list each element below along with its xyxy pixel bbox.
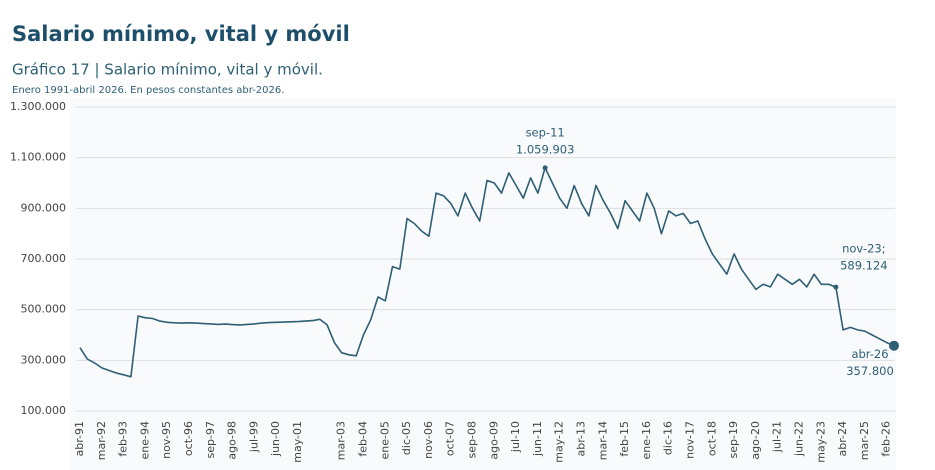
- y-tick-label: 1.300.000: [10, 100, 66, 113]
- y-tick-label: 900.000: [21, 201, 67, 214]
- x-tick-label: mar-03: [335, 421, 348, 460]
- x-tick-label: nov-95: [160, 421, 173, 459]
- x-tick-label: feb-26: [880, 421, 893, 457]
- x-tick-label: mar-92: [95, 421, 108, 460]
- chart-title: Salario mínimo, vital y móvil: [12, 22, 350, 46]
- annotation-date: abr-26: [851, 347, 888, 361]
- x-tick-label: may-01: [291, 421, 304, 463]
- x-tick-label: jul-99: [247, 421, 260, 453]
- annotation-point: [889, 340, 899, 351]
- x-tick-label: jun-00: [269, 421, 282, 457]
- x-tick-label: jun-22: [793, 421, 806, 457]
- chart-note: Enero 1991-abril 2026. En pesos constant…: [12, 85, 284, 96]
- y-tick-label: 500.000: [21, 303, 67, 316]
- annotation-point: [542, 165, 548, 171]
- x-tick-label: jul-10: [509, 421, 522, 453]
- annotation-value: 357.800: [846, 364, 894, 378]
- x-tick-label: may-23: [814, 421, 827, 463]
- x-tick-label: dic-05: [400, 421, 413, 455]
- x-tick-label: sep-08: [465, 421, 478, 458]
- x-tick-label: sep-19: [727, 421, 740, 458]
- x-tick-label: oct-18: [705, 421, 718, 456]
- x-tick-label: feb-15: [618, 421, 631, 457]
- x-tick-label: sep-97: [204, 421, 217, 458]
- x-tick-label: nov-17: [684, 421, 697, 459]
- x-tick-label: oct-07: [444, 421, 457, 456]
- x-tick-label: may-12: [553, 421, 566, 463]
- x-tick-label: abr-91: [73, 421, 86, 457]
- chart-subtitle: Gráfico 17 | Salario mínimo, vital y móv…: [12, 61, 323, 79]
- annotation-date: nov-23;: [842, 242, 885, 256]
- x-tick-label: jul-21: [771, 421, 784, 453]
- x-tick-label: ago-98: [226, 421, 239, 460]
- x-tick-label: feb-04: [356, 421, 369, 457]
- y-tick-label: 1.100.000: [10, 151, 66, 164]
- x-tick-label: oct-96: [182, 421, 195, 456]
- annotation-point: [833, 284, 839, 290]
- x-tick-label: ago-20: [749, 421, 762, 460]
- y-tick-label: 100.000: [21, 404, 67, 417]
- x-tick-label: abr-24: [836, 421, 849, 457]
- x-tick-label: ene-05: [378, 421, 391, 459]
- data-line: [79, 167, 895, 378]
- plot-background: [70, 98, 896, 470]
- x-tick-label: feb-93: [117, 421, 130, 457]
- x-tick-label: ago-09: [487, 421, 500, 460]
- x-tick-label: nov-06: [422, 421, 435, 459]
- x-tick-label: jun-11: [531, 421, 544, 457]
- x-tick-label: abr-13: [574, 421, 587, 457]
- annotation-value: 1.059.903: [516, 142, 575, 156]
- x-tick-label: ene-16: [640, 421, 653, 459]
- y-tick-label: 700.000: [21, 252, 67, 265]
- x-tick-label: dic-16: [662, 421, 675, 455]
- annotation-value: 589.124: [840, 259, 888, 273]
- x-tick-label: mar-14: [596, 421, 609, 460]
- annotation-date: sep-11: [526, 125, 565, 139]
- y-tick-label: 300.000: [21, 353, 67, 366]
- x-tick-label: mar-25: [858, 421, 871, 460]
- x-tick-label: ene-94: [138, 421, 151, 459]
